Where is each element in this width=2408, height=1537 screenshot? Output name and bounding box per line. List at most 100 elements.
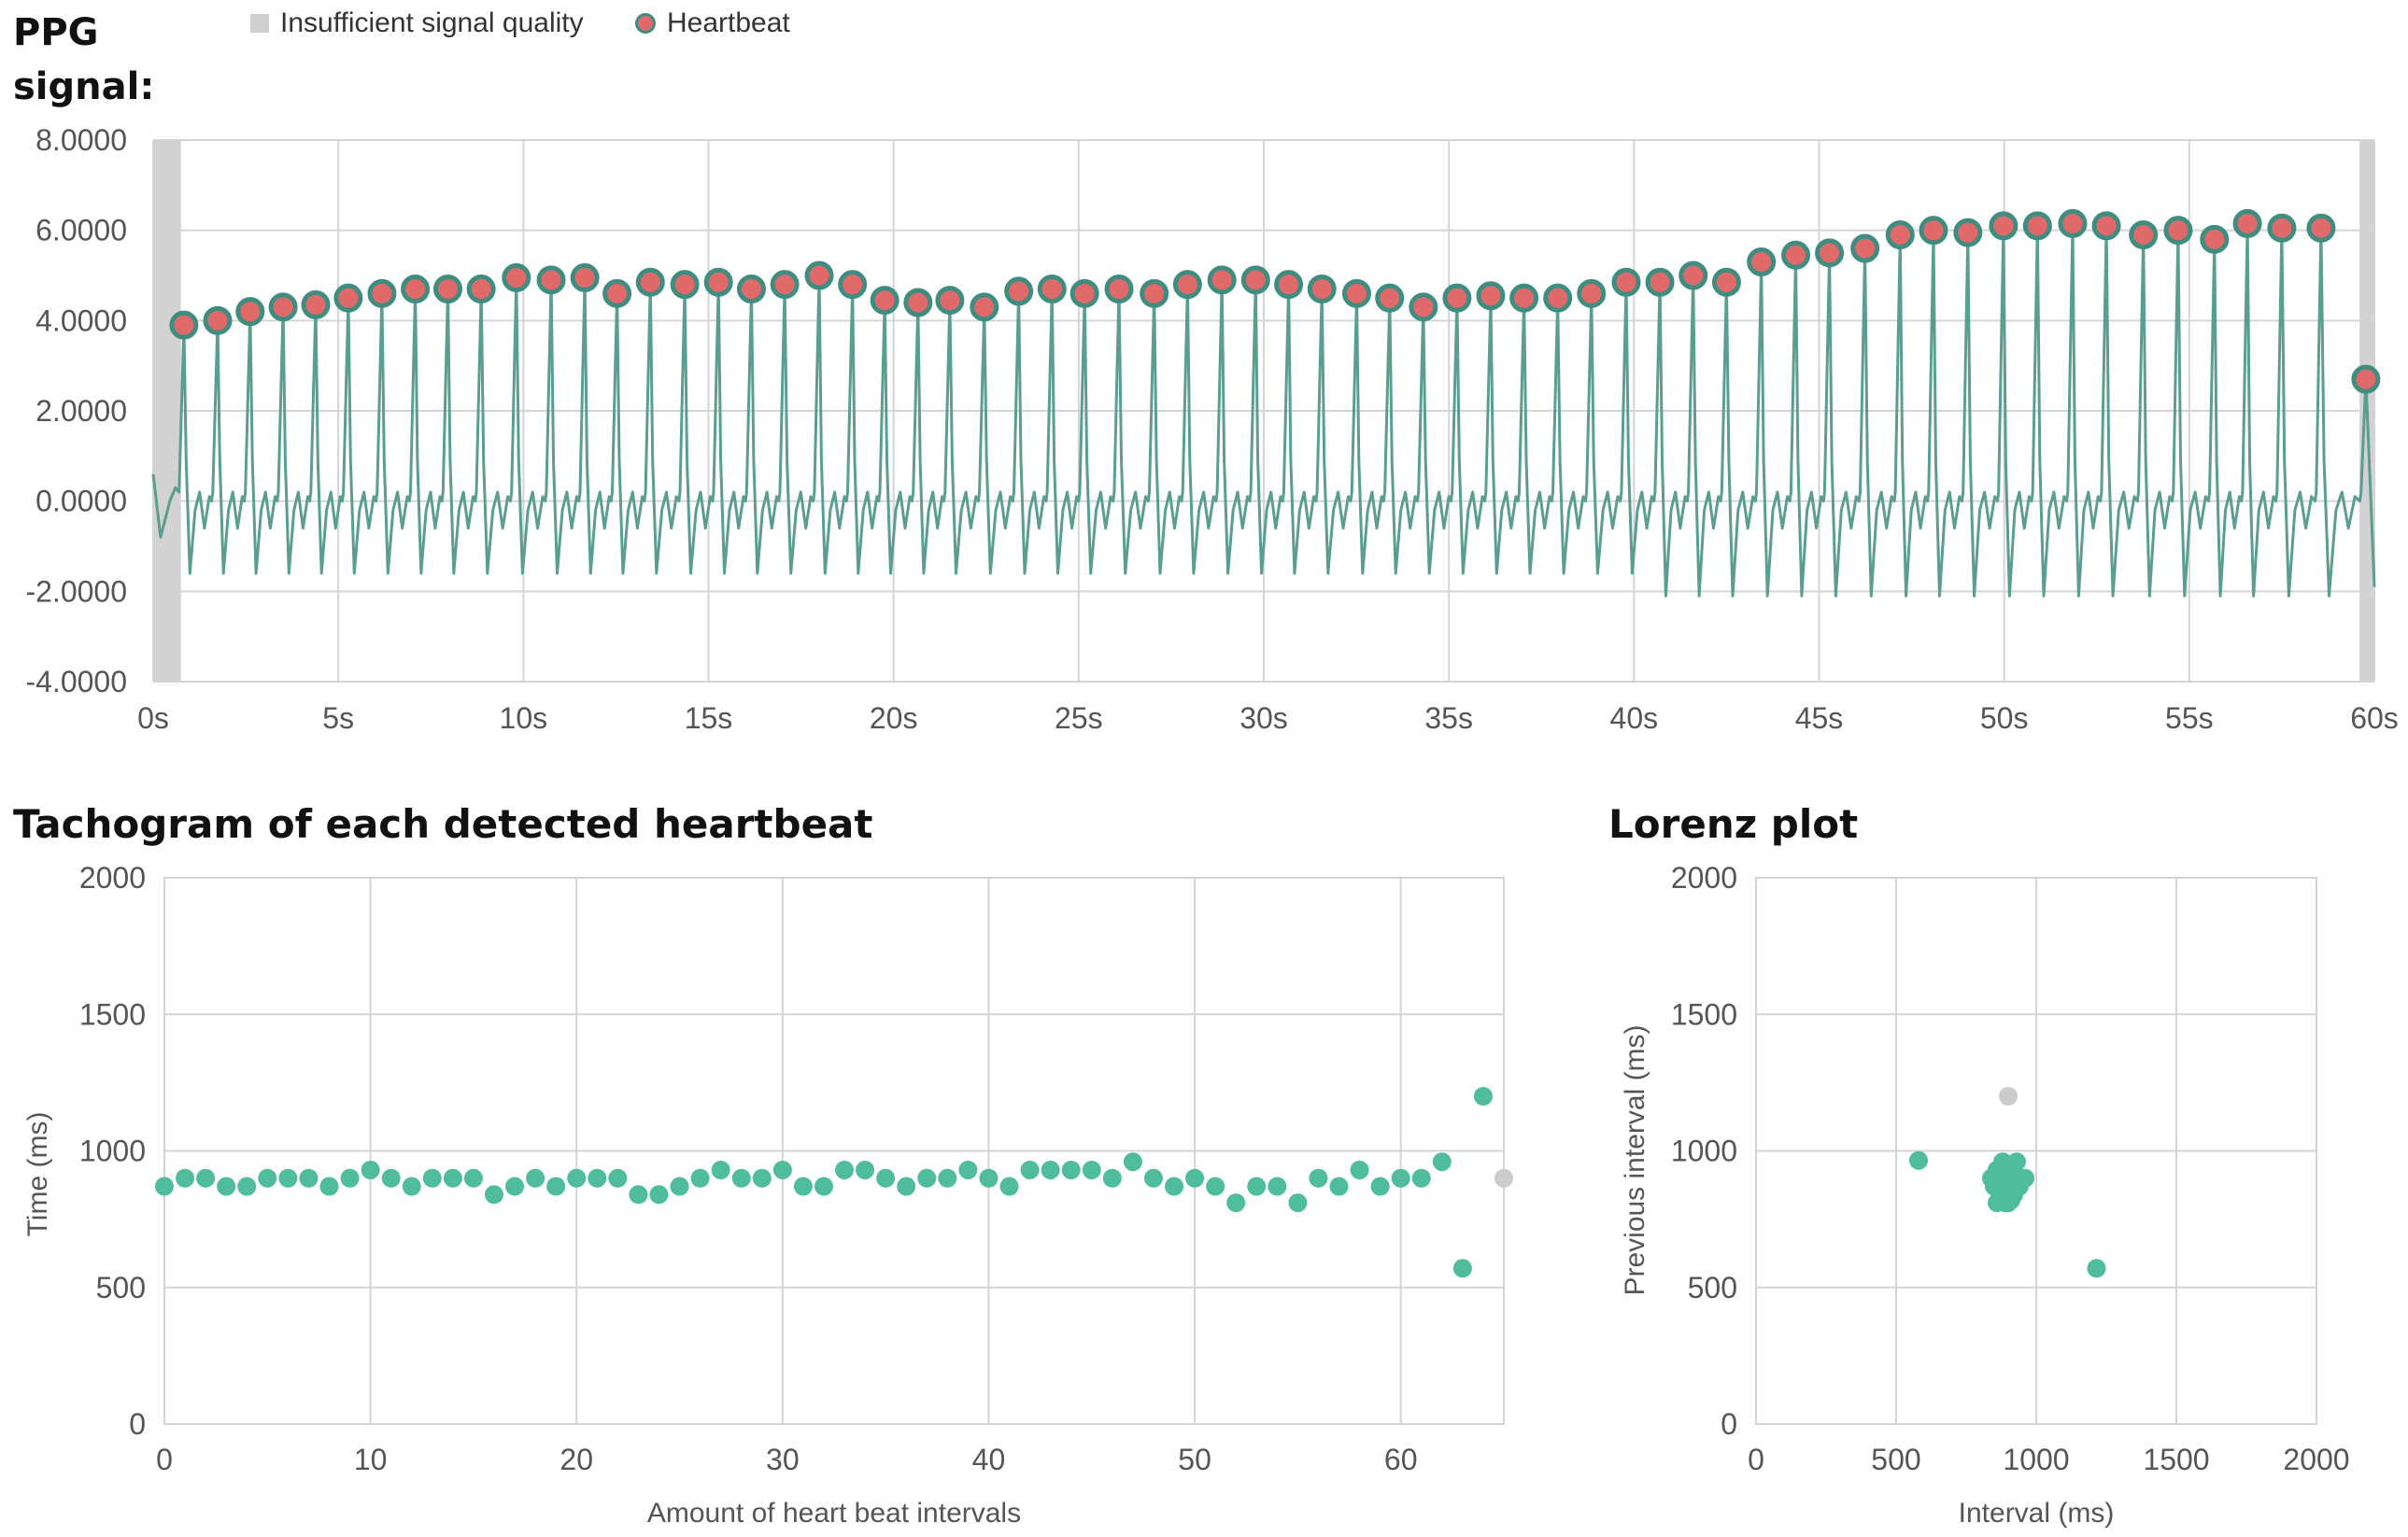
tachogram-point: [258, 1168, 277, 1188]
tachogram-point: [1329, 1177, 1349, 1196]
heartbeat-marker: [1781, 240, 1811, 270]
tachogram-title: Tachogram of each detected heartbeat: [13, 801, 873, 847]
lorenz-y-axis-label: Previous interval (ms): [1620, 1024, 1650, 1295]
heartbeat-marker: [870, 286, 899, 316]
heartbeat-marker: [1850, 233, 1880, 263]
heartbeat-marker: [635, 267, 665, 297]
tachogram-point: [752, 1168, 772, 1188]
tachogram-point: [793, 1177, 813, 1196]
ppg-y-tick-label: 8.0000: [35, 123, 127, 157]
tachogram-point: [1452, 1259, 1472, 1278]
heartbeat-marker: [1711, 267, 1741, 297]
heartbeat-marker: [838, 270, 868, 300]
tachogram-point: [1309, 1168, 1328, 1188]
heartbeat-marker: [903, 288, 933, 317]
tachogram-point: [1247, 1177, 1267, 1196]
tachogram-point: [422, 1168, 442, 1188]
ppg-x-tick-label: 45s: [1795, 701, 1844, 735]
ppg-x-tick-label: 0s: [137, 701, 169, 735]
heartbeat-marker: [2129, 220, 2159, 249]
tachogram-point: [1165, 1177, 1184, 1196]
heartbeat-marker: [1409, 292, 1438, 322]
legend-insufficient-quality-label: Insufficient signal quality: [280, 7, 584, 38]
legend-insufficient-quality[interactable]: Insufficient signal quality: [250, 7, 584, 39]
lorenz-x-tick-label: 1500: [2143, 1443, 2209, 1476]
tachogram-point: [299, 1168, 319, 1188]
heartbeat-marker: [1037, 275, 1067, 303]
lorenz-y-tick-label: 500: [1688, 1271, 1737, 1304]
tachogram-point: [1268, 1177, 1287, 1196]
tachogram-point: [1020, 1160, 1040, 1179]
tachogram-x-axis-label: Amount of heart beat intervals: [647, 1498, 1021, 1529]
heartbeat-marker: [2267, 213, 2297, 243]
tachogram-point: [1432, 1152, 1452, 1172]
heartbeat-marker-icon: [635, 13, 656, 34]
tachogram-point: [711, 1160, 730, 1179]
heartbeat-marker: [1341, 278, 1371, 308]
heartbeat-marker: [1919, 216, 1948, 246]
tachogram-point: [1473, 1087, 1493, 1106]
tachogram-point: [505, 1177, 525, 1196]
tachogram-point: [917, 1168, 937, 1188]
ppg-x-tick-label: 40s: [1610, 701, 1659, 735]
tachogram-point: [1370, 1177, 1390, 1196]
heartbeat-marker: [1240, 265, 1270, 295]
heartbeat-marker: [970, 292, 999, 322]
heartbeat-marker: [1611, 267, 1641, 297]
tachogram-point: [278, 1168, 298, 1188]
tachogram-point: [1206, 1177, 1225, 1196]
legend-heartbeat[interactable]: Heartbeat: [635, 7, 790, 39]
tachogram-point: [649, 1185, 669, 1205]
ppg-y-tick-label: 0.0000: [35, 485, 127, 518]
tachogram-point: [1061, 1160, 1081, 1179]
tachogram-y-tick-label: 0: [129, 1407, 146, 1441]
heartbeat-marker: [770, 270, 800, 300]
heartbeat-marker: [502, 262, 531, 292]
tachogram-point: [319, 1177, 339, 1196]
tachogram-x-tick-label: 30: [766, 1443, 800, 1476]
ppg-x-tick-label: 55s: [2165, 701, 2214, 735]
heartbeat-marker: [1442, 283, 1472, 313]
heartbeat-marker: [268, 292, 298, 322]
tachogram-point: [484, 1185, 503, 1205]
lorenz-x-tick-label: 1000: [2003, 1443, 2069, 1476]
insufficient-quality-swatch-icon: [250, 14, 269, 33]
ppg-y-tick-label: -2.0000: [25, 574, 127, 608]
heartbeat-marker: [2163, 216, 2193, 246]
ppg-signal-title: PPG signal:: [13, 11, 155, 108]
tachogram-x-tick-label: 0: [156, 1443, 173, 1476]
heartbeat-marker: [670, 270, 700, 300]
lorenz-y-tick-label: 0: [1721, 1407, 1737, 1441]
heartbeat-marker: [1747, 247, 1777, 276]
tachogram-point: [1350, 1160, 1369, 1179]
tachogram-point: [217, 1177, 236, 1196]
heartbeat-marker: [466, 275, 496, 303]
tachogram-point: [731, 1168, 751, 1188]
heartbeat-marker: [203, 305, 233, 335]
heartbeat-marker: [1476, 281, 1506, 311]
tachogram-x-tick-label: 10: [354, 1443, 388, 1476]
heartbeat-marker: [2200, 224, 2230, 254]
ppg-x-tick-label: 15s: [685, 701, 733, 735]
heartbeat-marker: [2351, 364, 2381, 394]
lorenz-point: [1988, 1193, 2006, 1213]
tachogram-point: [1102, 1168, 1122, 1188]
tachogram-point: [443, 1168, 462, 1188]
tachogram-point: [772, 1160, 792, 1179]
heartbeat-marker: [2022, 211, 2052, 241]
tachogram-point: [938, 1168, 957, 1188]
tachogram-point: [814, 1177, 833, 1196]
tachogram-point: [463, 1168, 483, 1188]
tachogram-point: [1123, 1152, 1142, 1172]
tachogram-point: [1143, 1168, 1163, 1188]
heartbeat-marker: [1953, 218, 1983, 247]
heartbeat-marker: [2058, 208, 2088, 238]
tachogram-y-tick-label: 2000: [79, 861, 146, 895]
lorenz-point: [1988, 1160, 2006, 1179]
heartbeat-marker: [1274, 270, 1304, 300]
tachogram-point: [1288, 1193, 1308, 1213]
lorenz-x-tick-label: 0: [1748, 1443, 1764, 1476]
lorenz-point: [1909, 1150, 1928, 1170]
heartbeat-marker: [1885, 220, 1915, 249]
heartbeat-marker: [432, 275, 462, 303]
